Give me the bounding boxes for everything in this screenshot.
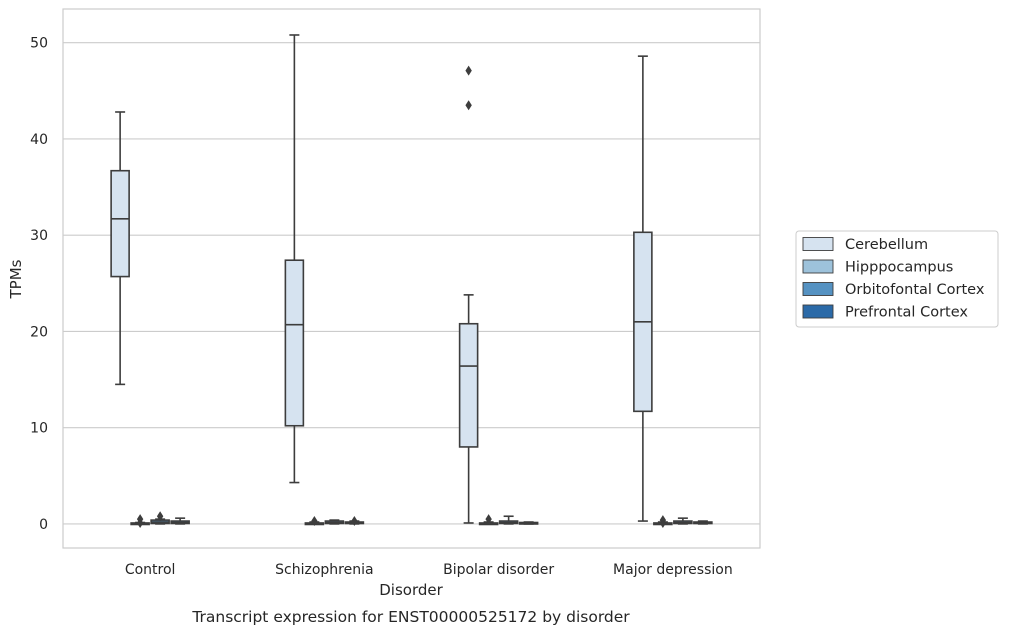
box-3-3 xyxy=(693,520,713,525)
gridlines xyxy=(63,42,760,525)
y-axis-label: TPMs xyxy=(7,259,25,299)
box-3-0 xyxy=(170,517,190,525)
x-tick-label: Schizophrenia xyxy=(275,562,373,578)
outlier-point xyxy=(465,100,472,111)
legend: Cerebellum Hipppocampus Orbitofontal Corte… xyxy=(795,230,999,328)
legend-label: Hipppocampus xyxy=(845,260,953,276)
legend-swatch xyxy=(802,259,834,274)
y-tick-label: 0 xyxy=(39,517,48,533)
y-tick-label: 50 xyxy=(30,36,48,52)
box-1-0 xyxy=(130,514,150,528)
y-tick-label: 10 xyxy=(30,421,48,437)
plot-frame xyxy=(62,8,761,549)
box-body xyxy=(110,169,130,278)
outlier-point xyxy=(156,511,164,522)
box-0-3 xyxy=(633,55,653,522)
x-tick-label: Bipolar disorder xyxy=(443,562,554,578)
box-2-0 xyxy=(150,511,170,525)
outlier-point xyxy=(351,516,358,527)
box-2-3 xyxy=(673,517,693,525)
outlier-point xyxy=(465,65,472,76)
x-axis-label: Disorder xyxy=(379,581,443,599)
box-2-1 xyxy=(324,519,345,525)
box-2-2 xyxy=(498,515,519,525)
box-1-3 xyxy=(653,515,673,528)
x-tick-label: Major depression xyxy=(613,562,733,578)
legend-swatch xyxy=(802,282,834,296)
box-1-2 xyxy=(478,514,499,526)
x-axis-ticks: Control Schizophrenia Bipolar disorder Majo… xyxy=(125,562,733,578)
outlier-point xyxy=(485,514,492,525)
x-tick-label: Control xyxy=(125,562,176,578)
y-axis-ticks: 0 10 20 30 40 50 xyxy=(30,36,48,533)
box-3-1 xyxy=(344,516,365,527)
box-0-0 xyxy=(110,111,130,386)
y-tick-label: 30 xyxy=(30,228,48,244)
y-tick-label: 20 xyxy=(30,324,48,340)
outlier-point xyxy=(311,516,318,527)
legend-swatch xyxy=(802,237,834,251)
y-tick-label: 40 xyxy=(30,132,48,148)
legend-frame xyxy=(795,230,999,328)
box-0-2 xyxy=(458,65,479,524)
outlier-point xyxy=(659,515,667,526)
outlier-point xyxy=(136,514,144,525)
legend-label: Prefrontal Cortex xyxy=(845,305,968,321)
box-3-2 xyxy=(518,521,539,525)
legend-swatch xyxy=(802,304,834,319)
box-series xyxy=(110,34,713,528)
legend-label: Orbitofontal Cortex xyxy=(845,282,985,298)
chart-caption: Transcript expression for ENST0000052517… xyxy=(191,608,630,626)
box-body xyxy=(284,259,305,427)
box-1-1 xyxy=(304,516,325,527)
legend-label: Cerebellum xyxy=(845,237,928,253)
box-body xyxy=(458,322,479,448)
box-0-1 xyxy=(284,34,305,484)
